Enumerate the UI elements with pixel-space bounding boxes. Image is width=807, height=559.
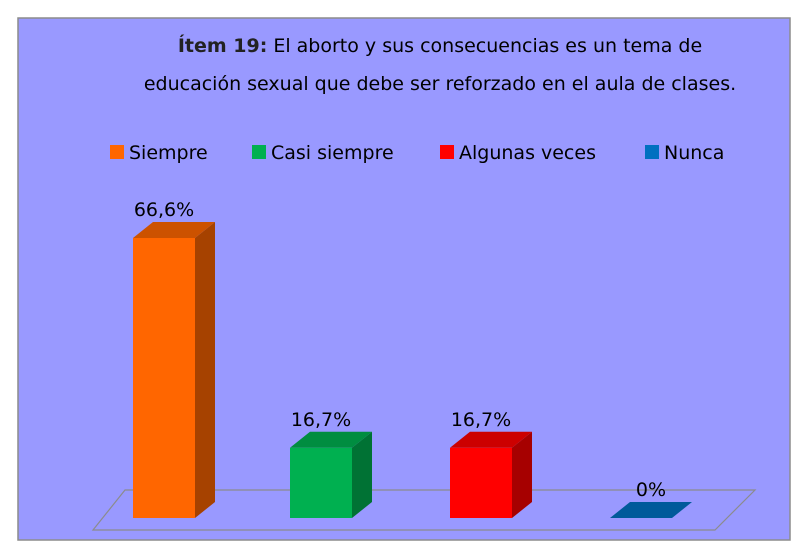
legend-label: Casi siempre <box>271 142 394 164</box>
data-label: 0% <box>636 479 666 501</box>
title-label: Ítem 19: <box>178 34 268 57</box>
data-label: 66,6% <box>134 199 194 221</box>
bar-top <box>133 222 215 238</box>
legend-label: Algunas veces <box>459 142 596 164</box>
legend-swatch <box>645 145 659 159</box>
bar-top <box>450 431 532 448</box>
bar <box>290 431 372 518</box>
bar-side <box>195 222 215 518</box>
bar-top <box>610 502 692 518</box>
bar-front <box>133 238 195 518</box>
bar-side <box>352 431 372 518</box>
bar <box>450 431 532 518</box>
floor <box>91 489 757 531</box>
bar <box>610 502 692 518</box>
title-line: El aborto y sus consecuencias es un tema… <box>273 35 702 57</box>
bar <box>133 222 215 518</box>
legend-label: Siempre <box>129 142 208 164</box>
bar-top <box>290 431 372 448</box>
data-label: 16,7% <box>291 409 351 431</box>
legend-swatch <box>252 145 266 159</box>
legend-swatch <box>110 145 124 159</box>
bar-front <box>290 447 352 518</box>
legend-label: Nunca <box>664 142 724 164</box>
bar-front <box>450 447 512 518</box>
title-line: educación sexual que debe ser reforzado … <box>144 73 736 95</box>
chart-title: Ítem 19: El aborto y sus consecuencias es… <box>178 34 702 57</box>
legend-swatch <box>440 145 454 159</box>
data-label: 16,7% <box>451 409 511 431</box>
bar-side <box>512 431 532 518</box>
